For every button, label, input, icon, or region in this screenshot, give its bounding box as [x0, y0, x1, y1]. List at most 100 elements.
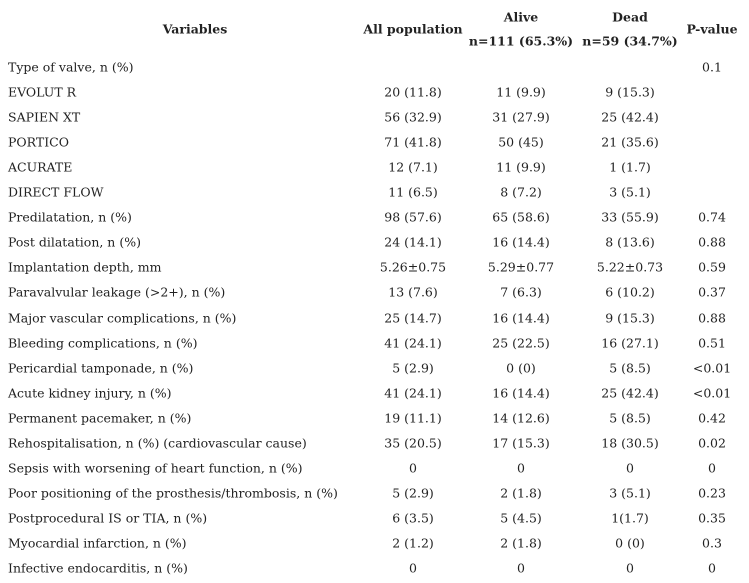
row-label: Implantation depth, mm [8, 259, 162, 275]
cell-all: 98 (57.6) [384, 209, 442, 225]
cell-all: 2 (1.2) [392, 535, 434, 551]
cell-alive: 8 (7.2) [500, 184, 542, 200]
row-label: Infective endocarditis, n (%) [8, 560, 188, 576]
cell-dead: 8 (13.6) [605, 234, 655, 250]
row-label: EVOLUT R [8, 84, 77, 100]
cell-all: 5 (2.9) [392, 485, 434, 501]
cell-p: 0.88 [698, 234, 726, 250]
row-label: ACURATE [8, 159, 73, 175]
cell-alive: 11 (9.9) [496, 84, 546, 100]
cell-all: 0 [409, 460, 417, 476]
cell-dead: 3 (5.1) [609, 184, 651, 200]
cell-all: 5.26±0.75 [379, 259, 447, 275]
cell-all: 11 (6.5) [388, 184, 438, 200]
cell-dead: 5 (8.5) [609, 360, 651, 376]
cell-p: 0.51 [698, 335, 726, 351]
cell-dead: 33 (55.9) [601, 209, 659, 225]
row-label: Post dilatation, n (%) [8, 234, 141, 250]
row-label: Acute kidney injury, n (%) [8, 385, 172, 401]
row-label: Type of valve, n (%) [8, 59, 134, 75]
row-label: Pericardial tamponade, n (%) [8, 360, 194, 376]
cell-p: 0.37 [698, 284, 726, 300]
cell-dead: 5 (8.5) [609, 410, 651, 426]
cell-alive: 5.29±0.77 [487, 259, 555, 275]
cell-alive: 0 [517, 460, 525, 476]
row-label: Predilatation, n (%) [8, 209, 132, 225]
cell-p: 0.1 [702, 59, 722, 75]
cell-all: 35 (20.5) [384, 435, 442, 451]
cell-alive: 17 (15.3) [492, 435, 550, 451]
row-label: Poor positioning of the prosthesis/throm… [8, 485, 338, 501]
cell-dead: 21 (35.6) [601, 134, 659, 150]
row-label: PORTICO [8, 134, 69, 150]
cell-dead: 1 (1.7) [609, 159, 651, 175]
cell-dead: 0 (0) [615, 535, 645, 551]
cell-dead: 0 [626, 560, 634, 576]
cell-all: 20 (11.8) [384, 84, 442, 100]
cell-alive: 16 (14.4) [492, 385, 550, 401]
cell-p: 0.3 [702, 535, 722, 551]
cell-dead: 1(1.7) [611, 510, 649, 526]
cell-p: <0.01 [692, 360, 732, 376]
header-alive-n: n=111 (65.3%) [468, 33, 574, 49]
row-label: Bleeding complications, n (%) [8, 335, 198, 351]
header-all: All population [363, 21, 463, 37]
cell-all: 12 (7.1) [388, 159, 438, 175]
row-label: Paravalvular leakage (>2+), n (%) [8, 284, 226, 300]
cell-alive: 7 (6.3) [500, 284, 542, 300]
cell-all: 13 (7.6) [388, 284, 438, 300]
cell-all: 41 (24.1) [384, 335, 442, 351]
row-label: Permanent pacemaker, n (%) [8, 410, 192, 426]
cell-alive: 2 (1.8) [500, 535, 542, 551]
cell-all: 6 (3.5) [392, 510, 434, 526]
cell-alive: 5 (4.5) [500, 510, 542, 526]
cell-alive: 0 [517, 560, 525, 576]
cell-all: 24 (14.1) [384, 234, 442, 250]
header-dead-n: n=59 (34.7%) [582, 33, 678, 49]
row-label: DIRECT FLOW [8, 184, 104, 200]
row-label: Sepsis with worsening of heart function,… [8, 460, 303, 476]
cell-all: 56 (32.9) [384, 109, 442, 125]
cell-dead: 16 (27.1) [601, 335, 659, 351]
cell-p: 0.88 [698, 310, 726, 325]
cell-all: 71 (41.8) [384, 134, 442, 150]
cell-dead: 3 (5.1) [609, 485, 651, 501]
cell-all: 5 (2.9) [392, 360, 434, 376]
cell-p: 0.35 [698, 510, 726, 526]
cell-alive: 65 (58.6) [492, 209, 550, 225]
cell-dead: 9 (15.3) [605, 310, 655, 325]
cell-alive: 11 (9.9) [496, 159, 546, 175]
cell-alive: 16 (14.4) [492, 234, 550, 250]
row-label: Myocardial infarction, n (%) [8, 535, 187, 551]
cell-dead: 9 (15.3) [605, 84, 655, 100]
row-label: Postprocedural IS or TIA, n (%) [8, 510, 208, 526]
cell-alive: 16 (14.4) [492, 310, 550, 325]
cell-dead: 25 (42.4) [601, 109, 659, 125]
cell-alive: 2 (1.8) [500, 485, 542, 501]
cell-alive: 0 (0) [506, 360, 536, 376]
cell-all: 41 (24.1) [384, 385, 442, 401]
cell-p: 0.59 [698, 259, 726, 275]
cell-alive: 50 (45) [498, 134, 544, 150]
cell-p: 0.42 [698, 410, 726, 426]
cell-all: 19 (11.1) [384, 410, 442, 426]
cell-dead: 5.22±0.73 [596, 259, 664, 275]
cell-p: 0 [708, 560, 716, 576]
cell-p: <0.01 [692, 385, 732, 401]
cell-alive: 25 (22.5) [492, 335, 550, 351]
cell-alive: 31 (27.9) [492, 109, 550, 125]
cell-p: 0 [708, 460, 716, 476]
cell-alive: 14 (12.6) [492, 410, 550, 426]
cell-all: 25 (14.7) [384, 310, 442, 325]
row-label: Major vascular complications, n (%) [8, 310, 237, 325]
cell-p: 0.74 [698, 209, 726, 225]
header-dead: Dead [612, 9, 648, 25]
cell-dead: 25 (42.4) [601, 385, 659, 401]
header-alive: Alive [503, 9, 539, 25]
cell-dead: 0 [626, 460, 634, 476]
row-label: SAPIEN XT [8, 109, 81, 125]
header-variables: Variables [162, 21, 228, 37]
cell-p: 0.23 [698, 485, 726, 501]
cell-all: 0 [409, 560, 417, 576]
